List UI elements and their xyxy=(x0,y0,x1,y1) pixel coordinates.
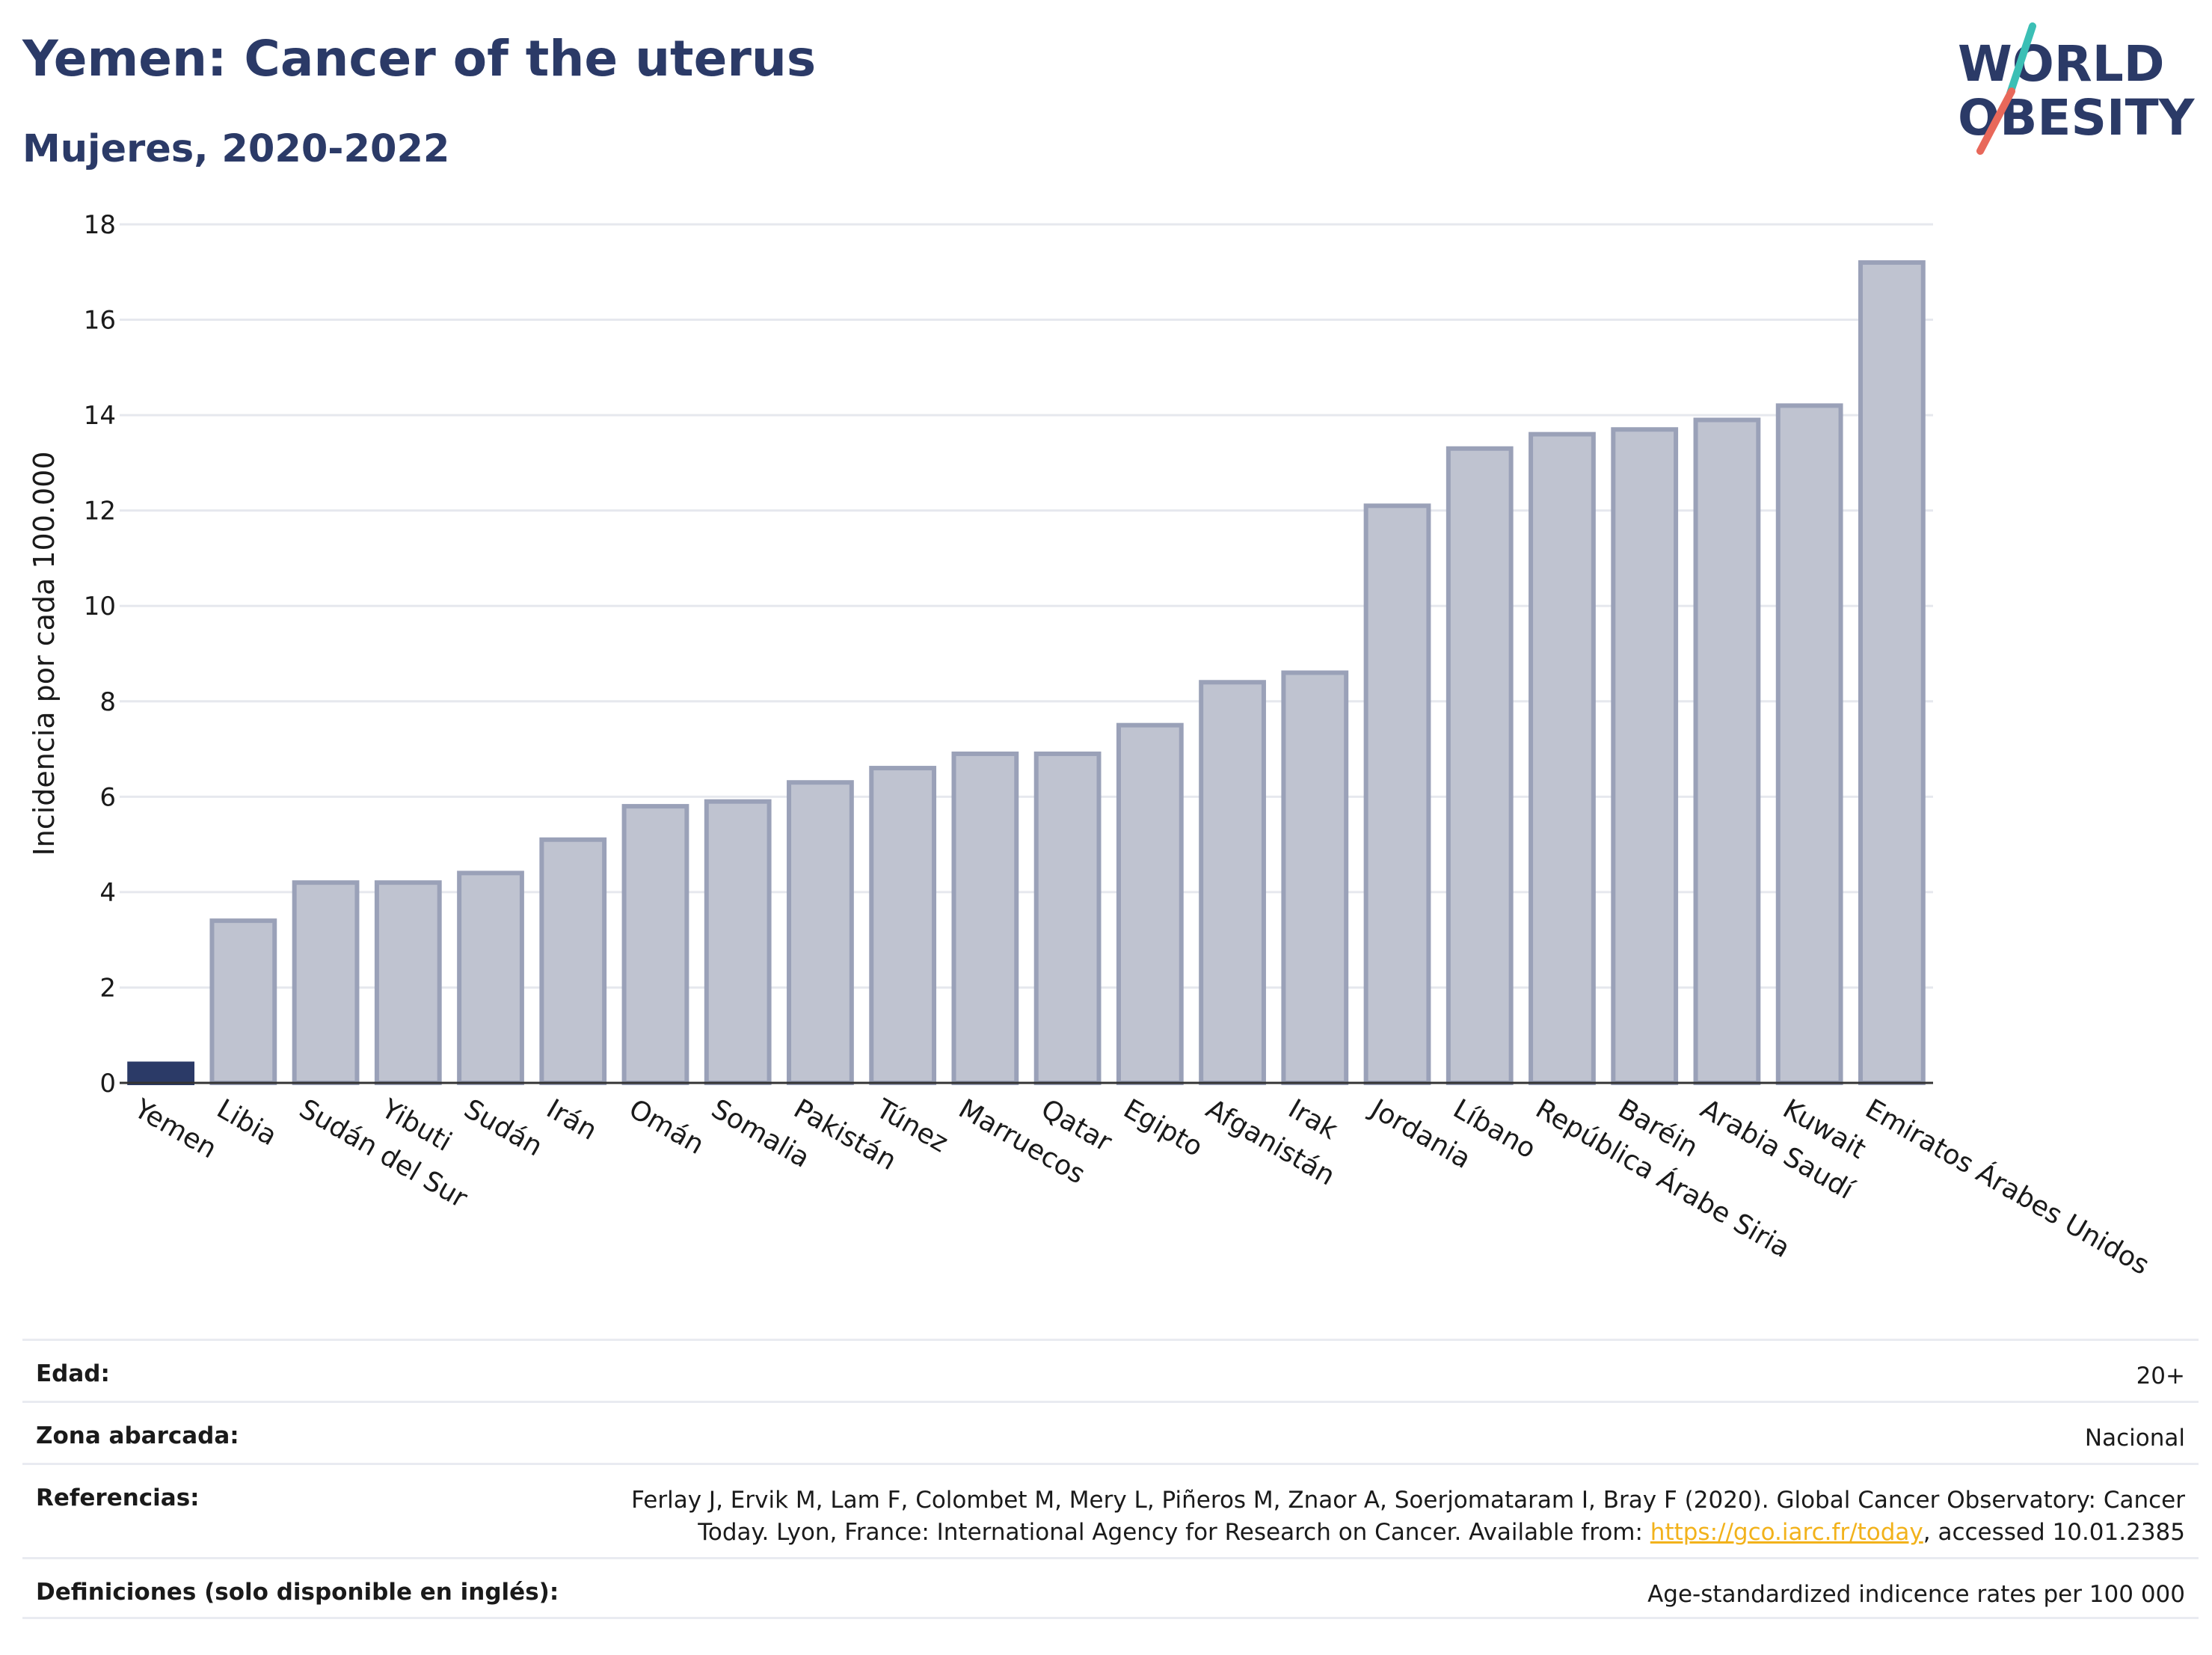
bar xyxy=(621,804,689,1085)
y-tick-label: 8 xyxy=(99,687,116,717)
bar xyxy=(1363,503,1431,1085)
y-tick-label: 6 xyxy=(99,782,116,812)
bar xyxy=(1446,446,1514,1085)
x-tick-label: Sudán xyxy=(459,1093,548,1162)
definitions-label: Definiciones (solo disponible en inglés)… xyxy=(36,1579,559,1606)
x-tick-label: Egipto xyxy=(1118,1093,1208,1163)
y-axis-label: Incidencia por cada 100.000 xyxy=(28,451,61,856)
bar xyxy=(209,918,277,1085)
age-label: Edad: xyxy=(36,1360,110,1387)
details-row-area: Zona abarcada: Nacional xyxy=(22,1401,2199,1463)
chart-subtitle: Mujeres, 2020-2022 xyxy=(22,127,450,171)
bar xyxy=(539,837,607,1085)
y-axis-ticks: 0 2 4 6 8 10 12 14 16 18 xyxy=(84,210,116,1099)
bar xyxy=(1199,680,1266,1085)
bar xyxy=(127,1061,195,1086)
definitions-value: Age-standardized indicence rates per 100… xyxy=(1647,1581,2185,1608)
x-tick-label: Yemen xyxy=(129,1093,222,1165)
bar xyxy=(869,766,937,1085)
bar xyxy=(1116,722,1184,1086)
x-tick-label: Irán xyxy=(541,1093,602,1146)
bar xyxy=(1693,417,1761,1085)
references-text-1: Ferlay J, Ervik M, Lam F, Colombet M, Me… xyxy=(631,1487,2185,1514)
logo-slash-teal xyxy=(2006,22,2036,97)
details-row-references: Referencias: Ferlay J, Ervik M, Lam F, C… xyxy=(22,1463,2199,1557)
y-tick-label: 4 xyxy=(99,878,116,908)
bar xyxy=(1033,751,1102,1086)
bar xyxy=(1775,403,1843,1085)
bar xyxy=(374,880,442,1085)
y-tick-label: 0 xyxy=(99,1069,116,1099)
age-value: 20+ xyxy=(2136,1363,2185,1390)
y-tick-label: 12 xyxy=(84,497,116,526)
y-tick-label: 2 xyxy=(99,973,116,1003)
references-value: Ferlay J, Ervik M, Lam F, Colombet M, Me… xyxy=(631,1484,2185,1549)
area-value: Nacional xyxy=(2084,1425,2185,1452)
bar xyxy=(951,751,1019,1086)
details-row-age: Edad: 20+ xyxy=(22,1339,2199,1401)
bar xyxy=(1611,427,1679,1085)
bar xyxy=(1529,432,1596,1085)
bar xyxy=(787,780,854,1085)
bar xyxy=(1858,260,1926,1085)
world-obesity-logo: WORLD OBESITY xyxy=(1958,22,2196,155)
details-row-definitions: Definiciones (solo disponible en inglés)… xyxy=(22,1557,2199,1619)
references-text-3: , accessed 10.01.2385 xyxy=(1923,1519,2185,1546)
bar xyxy=(1281,670,1349,1085)
x-tick-label: Libia xyxy=(212,1093,282,1152)
logo-line-1: WORLD xyxy=(1958,35,2165,93)
logo-slash-coral xyxy=(1976,87,2015,155)
bar xyxy=(704,799,772,1085)
references-label: Referencias: xyxy=(36,1484,200,1511)
bar xyxy=(457,871,524,1086)
bars xyxy=(127,260,1926,1086)
bar xyxy=(292,880,360,1085)
y-tick-label: 14 xyxy=(84,401,116,431)
y-tick-label: 18 xyxy=(84,210,116,240)
y-tick-label: 10 xyxy=(84,592,116,621)
x-tick-label: Omán xyxy=(624,1093,709,1161)
references-text-2: Today. Lyon, France: International Agenc… xyxy=(698,1519,1650,1546)
x-tick-label: Emiratos Árabes Unidos xyxy=(1860,1093,2154,1281)
y-tick-label: 16 xyxy=(84,306,116,336)
area-label: Zona abarcada: xyxy=(36,1422,239,1449)
details-table: Edad: 20+ Zona abarcada: Nacional Refere… xyxy=(22,1339,2199,1619)
references-link[interactable]: https://gco.iarc.fr/today xyxy=(1650,1519,1923,1546)
chart-title: Yemen: Cancer of the uterus xyxy=(22,30,817,87)
